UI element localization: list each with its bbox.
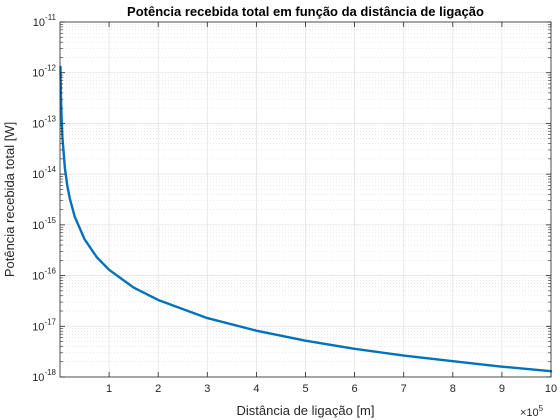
- x-tick-labels: 1 2 3 4 5 6 7 8 9 10: [106, 383, 557, 395]
- x-tick-label: 1: [106, 383, 112, 395]
- x-tick-label: 9: [499, 383, 505, 395]
- x-tick-label: 8: [450, 383, 456, 395]
- chart-title: Potência recebida total em função da dis…: [127, 4, 484, 19]
- x-axis-exponent-label: ×105: [520, 404, 544, 419]
- y-tick-label: 10-11: [33, 13, 57, 29]
- y-tick-label: 10-17: [32, 317, 56, 333]
- tick-marks: [60, 21, 552, 378]
- y-tick-label: 10-15: [32, 216, 56, 232]
- x-tick-label: 2: [155, 383, 161, 395]
- x-tick-label: 4: [253, 383, 259, 395]
- y-tick-label: 10-13: [32, 114, 56, 130]
- y-tick-label: 10-18: [32, 368, 56, 384]
- x-axis-label: Distância de ligação [m]: [236, 403, 374, 418]
- y-axis-label: Potência recebida total [W]: [2, 122, 17, 277]
- series-line: [59, 65, 553, 373]
- x-tick-label: 3: [204, 383, 210, 395]
- y-tick-labels: 10-18 10-17 10-16 10-15 10-14 10-13 10-12 10-11: [32, 13, 56, 384]
- y-tick-label: 10-14: [32, 165, 56, 181]
- series-layer: [59, 65, 553, 373]
- minor-grid: [60, 24, 551, 363]
- y-tick-label: 10-12: [32, 64, 56, 80]
- y-tick-label: 10-16: [32, 267, 56, 283]
- x-tick-label: 7: [401, 383, 407, 395]
- x-tick-label: 10: [545, 383, 557, 395]
- x-tick-label: 6: [352, 383, 358, 395]
- x-tick-label: 5: [302, 383, 308, 395]
